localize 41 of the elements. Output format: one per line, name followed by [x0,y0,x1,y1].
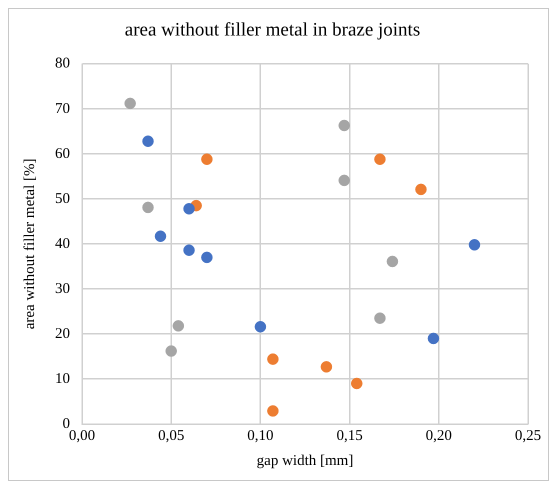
point [201,252,213,264]
chart-title: area without filler metal in braze joints [124,19,420,40]
y-tick-label: 10 [55,370,70,387]
point [267,405,279,417]
y-tick-label: 0 [62,416,70,432]
point [350,378,362,390]
x-tick-label: 0,10 [247,428,274,444]
x-tick-label: 0,05 [158,428,184,444]
point [415,184,427,196]
point [183,244,195,256]
x-axis-title: gap width [mm] [256,452,354,469]
point [338,174,350,186]
y-tick-label: 20 [55,326,70,342]
point [183,203,195,215]
point [374,312,386,324]
y-tick-label: 50 [55,190,70,207]
y-axis-title: area without filler metal [%] [22,158,38,330]
point [468,239,480,251]
point [374,154,386,166]
x-tick-label: 0,15 [336,428,363,444]
point [338,120,350,132]
y-tick-label: 70 [55,100,70,117]
point [124,98,136,110]
x-tick-label: 0,25 [514,428,542,444]
y-tick-label: 80 [55,56,70,72]
point [386,256,398,268]
point [154,230,166,242]
x-tick-label: 0,20 [426,428,452,444]
y-tick-label: 30 [55,280,70,297]
point [201,154,213,166]
point [254,320,266,332]
point [165,345,177,357]
point [142,135,154,147]
y-tick-label: 40 [55,236,70,252]
point [172,320,184,332]
x-tick-label: 0,00 [68,428,96,444]
point [320,361,332,373]
y-tick-label: 60 [55,146,70,162]
point [428,332,440,344]
point [267,353,279,365]
point [142,202,154,214]
